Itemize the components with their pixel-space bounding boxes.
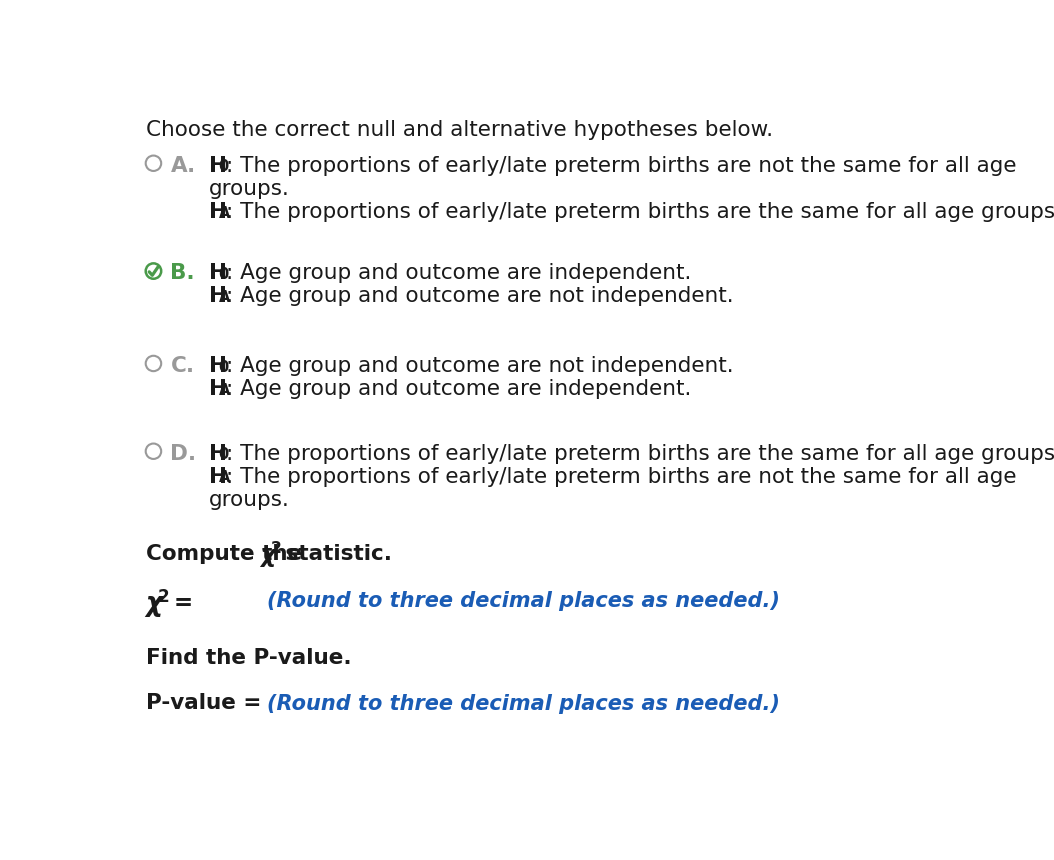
Text: χ: χ bbox=[145, 591, 162, 617]
Text: 2: 2 bbox=[157, 587, 169, 605]
Text: Choose the correct null and alternative hypotheses below.: Choose the correct null and alternative … bbox=[145, 120, 773, 140]
Text: : Age group and outcome are independent.: : Age group and outcome are independent. bbox=[227, 263, 691, 283]
Text: H: H bbox=[210, 202, 228, 222]
Text: Find the P-value.: Find the P-value. bbox=[145, 648, 351, 668]
Text: =: = bbox=[165, 592, 193, 614]
Text: A: A bbox=[218, 470, 230, 486]
Text: A: A bbox=[218, 291, 230, 305]
Text: : The proportions of early/late preterm births are the same for all age groups.: : The proportions of early/late preterm … bbox=[227, 444, 1054, 464]
Text: : Age group and outcome are not independent.: : Age group and outcome are not independ… bbox=[227, 286, 734, 306]
Text: C.: C. bbox=[171, 356, 195, 376]
Text: H: H bbox=[210, 263, 228, 283]
Text: : The proportions of early/late preterm births are the same for all age groups.: : The proportions of early/late preterm … bbox=[227, 202, 1054, 222]
Text: H: H bbox=[210, 286, 228, 306]
Text: 2: 2 bbox=[271, 541, 281, 556]
Circle shape bbox=[145, 156, 161, 171]
Text: B.: B. bbox=[171, 263, 195, 283]
Text: : Age group and outcome are not independent.: : Age group and outcome are not independ… bbox=[227, 356, 734, 376]
Text: A.: A. bbox=[171, 156, 196, 175]
Text: A: A bbox=[218, 383, 230, 397]
Circle shape bbox=[145, 444, 161, 459]
Text: : Age group and outcome are independent.: : Age group and outcome are independent. bbox=[227, 379, 691, 399]
Text: statistic.: statistic. bbox=[278, 544, 392, 564]
Text: 0: 0 bbox=[218, 267, 229, 282]
Text: 0: 0 bbox=[218, 159, 229, 175]
Text: groups.: groups. bbox=[210, 489, 290, 510]
Text: Compute the: Compute the bbox=[145, 544, 309, 564]
Text: H: H bbox=[210, 379, 228, 399]
Text: H: H bbox=[210, 356, 228, 376]
Text: 0: 0 bbox=[218, 359, 229, 375]
Text: D.: D. bbox=[171, 444, 197, 464]
Text: 0: 0 bbox=[218, 447, 229, 463]
Text: A: A bbox=[218, 206, 230, 221]
Text: P-value =: P-value = bbox=[145, 693, 261, 713]
Text: (Round to three decimal places as needed.): (Round to three decimal places as needed… bbox=[268, 694, 780, 714]
Text: χ: χ bbox=[260, 544, 275, 568]
Circle shape bbox=[145, 356, 161, 372]
Text: groups.: groups. bbox=[210, 179, 290, 199]
Text: : The proportions of early/late preterm births are not the same for all age: : The proportions of early/late preterm … bbox=[227, 156, 1017, 175]
Text: : The proportions of early/late preterm births are not the same for all age: : The proportions of early/late preterm … bbox=[227, 467, 1017, 487]
Text: H: H bbox=[210, 444, 228, 464]
Circle shape bbox=[145, 263, 161, 279]
Text: H: H bbox=[210, 467, 228, 487]
Text: H: H bbox=[210, 156, 228, 175]
Text: (Round to three decimal places as needed.): (Round to three decimal places as needed… bbox=[268, 592, 780, 611]
